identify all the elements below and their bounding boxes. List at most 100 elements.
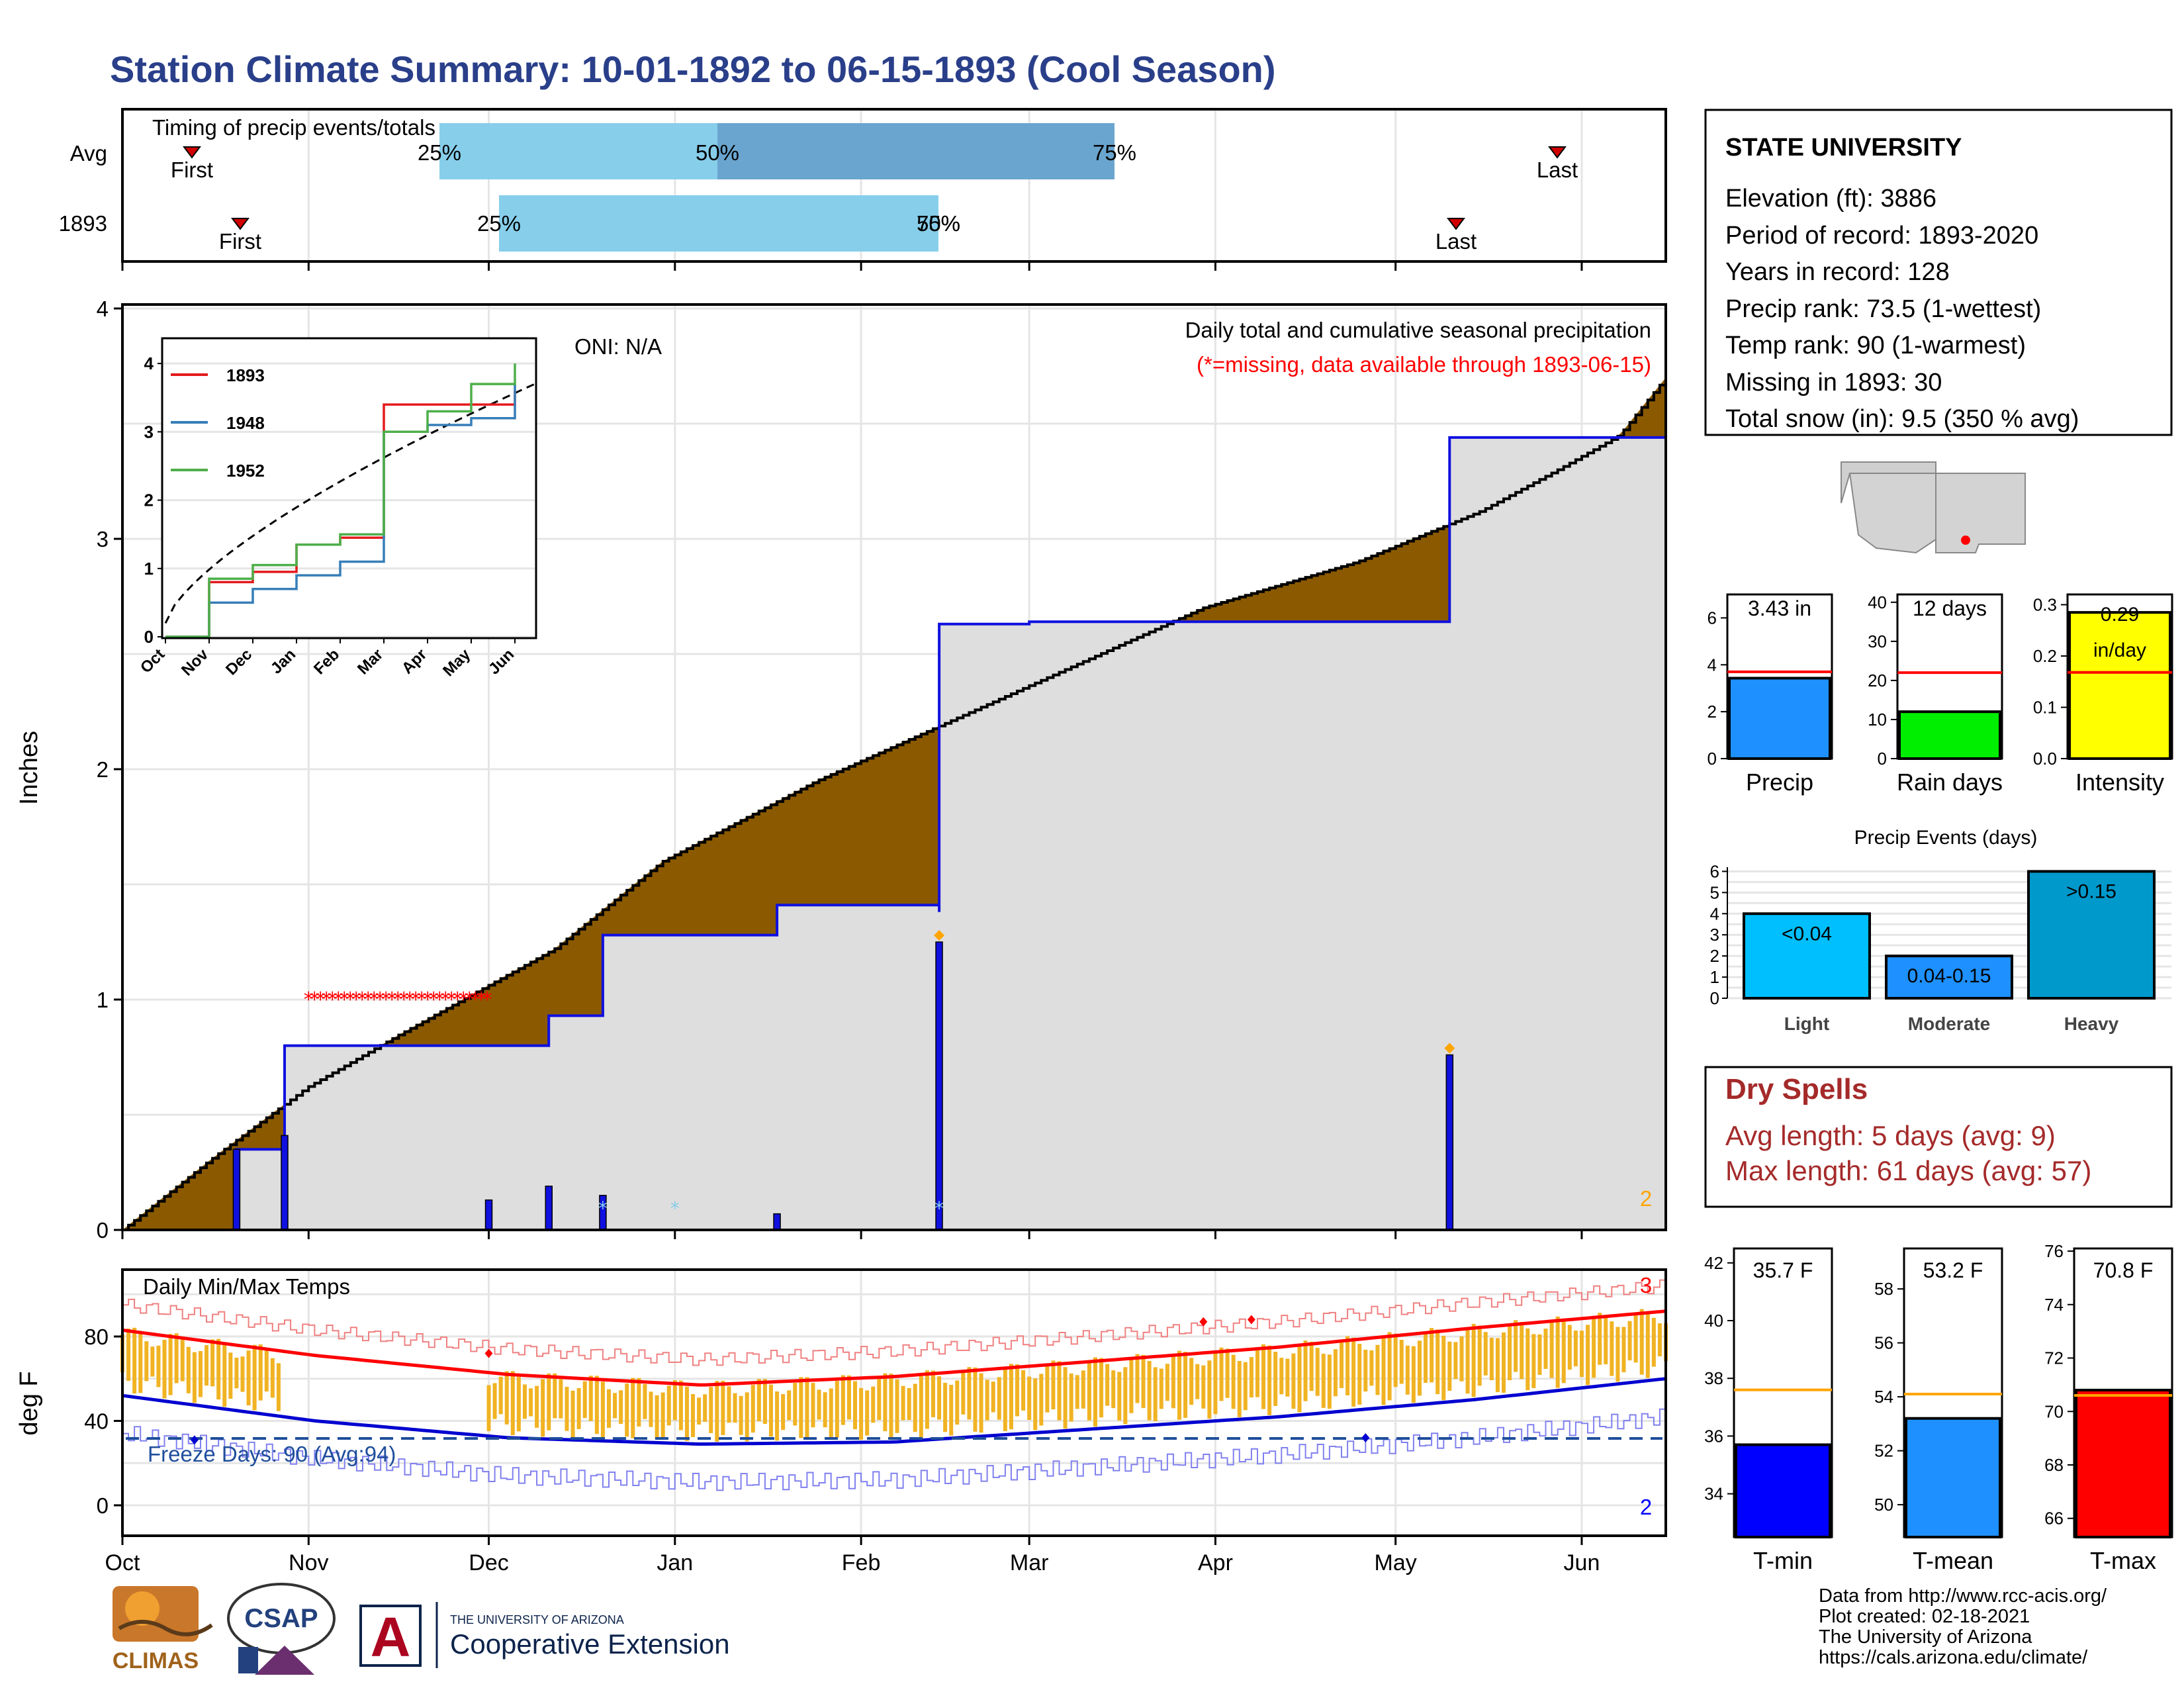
daily-temp-bar [919, 1376, 923, 1438]
station-line-temp-rank: Temp rank: 90 (1-warmest) [1725, 332, 2026, 359]
daily-temp-bar [817, 1389, 821, 1420]
daily-temp-bar [535, 1385, 539, 1428]
daily-temp-bar [672, 1380, 677, 1421]
month-label-jan: Jan [657, 1550, 693, 1575]
daily-temp-bar [559, 1379, 563, 1419]
missing-day-star: * [340, 988, 349, 1011]
daily-temp-bar [691, 1393, 696, 1437]
daily-temp-bar [516, 1376, 521, 1432]
daily-temp-bar [1351, 1337, 1356, 1407]
ua-emblem [359, 1605, 422, 1667]
temp-corner-bottom: 2 [1640, 1495, 1652, 1519]
month-label-oct: Oct [105, 1550, 140, 1575]
oni-label: ONI: N/A [574, 334, 662, 359]
daily-temp-bar [1147, 1360, 1152, 1421]
daily-temp-bar [1549, 1321, 1554, 1378]
temp-summary-ytick-label: 66 [2044, 1509, 2064, 1528]
temp-frame [121, 1268, 1667, 1537]
daily-temp-bar [1075, 1375, 1079, 1409]
climas-logo: CLIMAS [113, 1586, 213, 1673]
daily-temp-bar [1610, 1321, 1614, 1376]
daily-temp-bar [1639, 1309, 1644, 1375]
precip-ytick-label: 2 [97, 757, 109, 782]
ua-letter: A [371, 1606, 411, 1668]
missing-day-star: * [322, 988, 332, 1011]
daily-temp-bar [1424, 1333, 1428, 1383]
daily-temp-bar [1189, 1358, 1194, 1405]
daily-temp-bar [1099, 1358, 1104, 1418]
daily-temp-bar [1543, 1329, 1548, 1369]
temp-summary-ytick-label: 76 [2044, 1241, 2064, 1261]
daily-temp-bar [1586, 1325, 1590, 1385]
daily-temp-bar [156, 1345, 161, 1387]
1893-p75-label: 75% [917, 211, 960, 236]
events-xlabel: Light [1784, 1013, 1829, 1034]
daily-temp-bar [1651, 1317, 1656, 1367]
nevada-shape [1841, 461, 1936, 504]
missing-day-star: * [363, 988, 373, 1011]
daily-temp-bar [1231, 1354, 1236, 1409]
daily-temp-bar [1520, 1322, 1524, 1380]
missing-day-star: * [399, 988, 409, 1011]
events-bar-label: >0.15 [2066, 880, 2116, 902]
daily-temp-bar [985, 1380, 989, 1421]
missing-day-star: * [381, 988, 391, 1011]
daily-temp-bar [961, 1372, 966, 1415]
timing-row-avg-label: Avg [70, 141, 107, 165]
daily-temp-bar [1069, 1373, 1073, 1422]
temp-summary-value-label: 53.2 F [1923, 1258, 1983, 1282]
missing-day-star: * [304, 988, 314, 1011]
temp-summary-ytick-label: 56 [1874, 1333, 1893, 1353]
daily-temp-bar [1459, 1336, 1464, 1382]
summary-bar-precip [1728, 677, 1831, 760]
daily-temp-bar [216, 1338, 221, 1400]
missing-day-star: * [345, 988, 355, 1011]
daily-temp-bar [660, 1392, 665, 1438]
events-bar-label: 0.04-0.15 [1907, 965, 1991, 987]
ua-logo: A THE UNIVERSITY OF ARIZONA Cooperative … [359, 1602, 730, 1668]
daily-temp-bar [1207, 1360, 1212, 1419]
1893-p25-label: 25% [477, 211, 521, 236]
station-info: STATE UNIVERSITY Elevation (ft): 3886 Pe… [1704, 109, 2173, 436]
daily-temp-bar [979, 1373, 983, 1433]
daily-temp-bar [1063, 1367, 1068, 1429]
daily-temp-bar [1141, 1354, 1146, 1409]
precip-ylabel: Inches [15, 731, 43, 805]
daily-temp-bar [721, 1380, 725, 1435]
daily-temp-bar [1645, 1311, 1650, 1378]
daily-temp-bar [925, 1370, 929, 1429]
daily-temp-bar [1225, 1348, 1230, 1398]
temp-summary-ytick-label: 70 [2044, 1401, 2064, 1421]
daily-temp-bar [1195, 1364, 1200, 1399]
daily-temp-bar [901, 1385, 905, 1421]
avg-first-marker [183, 146, 201, 159]
summary-ytick-label: 0 [1878, 749, 1887, 769]
daily-temp-bar [1303, 1340, 1308, 1401]
station-frame [1704, 109, 2173, 436]
daily-temp-bar [1483, 1332, 1488, 1376]
summary-ytick-label: 2 [1707, 702, 1717, 722]
daily-temp-bar [1021, 1370, 1026, 1411]
summary-bar-intensity [2068, 611, 2171, 760]
summary-ytick-label: 0.0 [2033, 749, 2057, 769]
daily-temp-bar [889, 1374, 893, 1440]
summary-value-label: 3.43 in [1748, 596, 1811, 620]
daily-temp-bar [192, 1352, 197, 1403]
summary-ytick-label: 10 [1868, 710, 1887, 729]
daily-temp-bar [1087, 1362, 1091, 1421]
daily-temp-bar [600, 1382, 605, 1438]
daily-temp-bar [1579, 1331, 1584, 1378]
temp-summary-ytick-label: 68 [2044, 1455, 2064, 1475]
record-temp-marker [1247, 1315, 1255, 1325]
events-ytick-label: 5 [1710, 882, 1719, 902]
daily-temp-bar [1555, 1316, 1560, 1388]
daily-temp-bar [1411, 1346, 1416, 1403]
avg-first-label: First [171, 158, 213, 182]
freeze-days-label: Freeze Days: 90 (Avg:94) [148, 1442, 396, 1466]
daily-temp-bar [210, 1339, 215, 1387]
daily-temp-bar [144, 1341, 149, 1382]
station-line-missing: Missing in 1893: 30 [1725, 369, 1942, 397]
events-xlabel: Moderate [1908, 1013, 1990, 1034]
daily-temp-bar [1441, 1335, 1446, 1401]
